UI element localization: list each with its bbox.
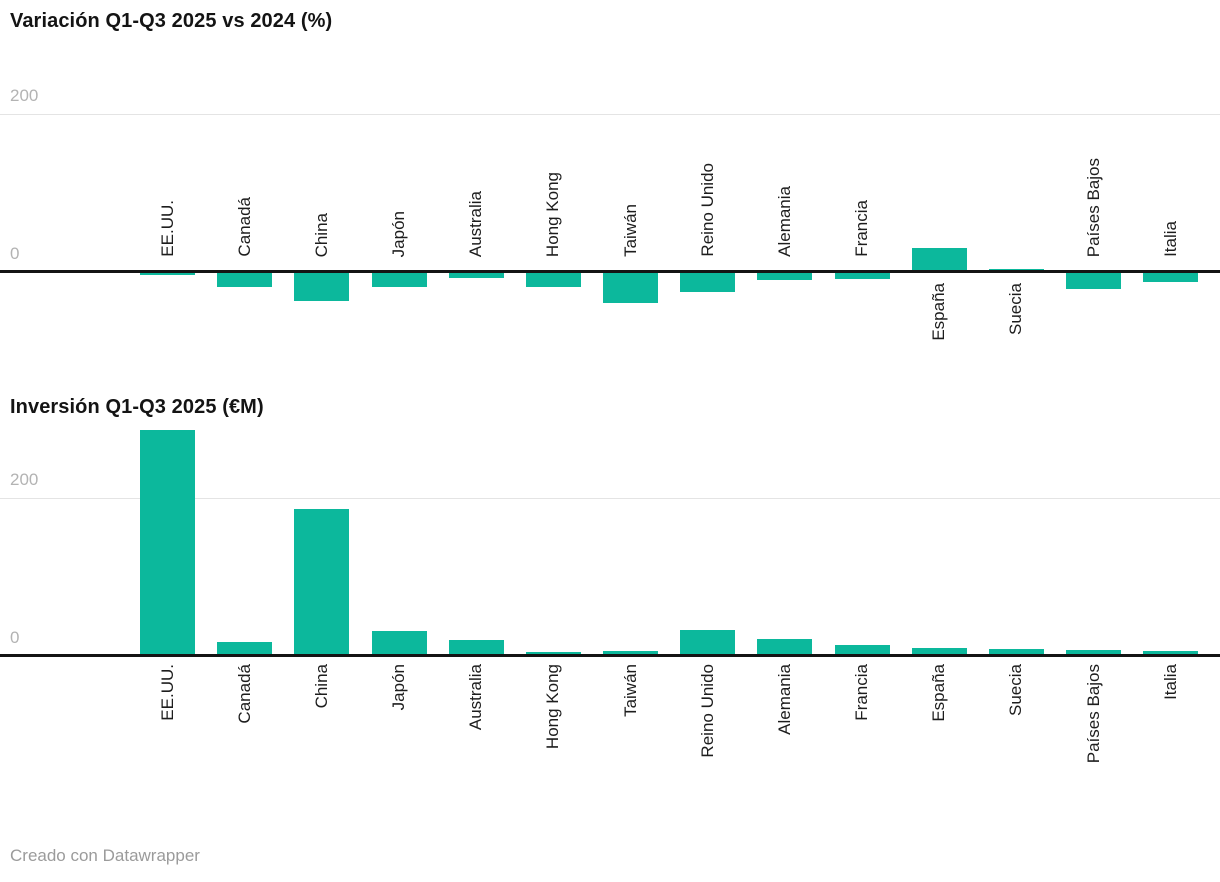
column-label-francia: Francia [852,664,872,721]
chart-title-variacion: Variación Q1-Q3 2025 vs 2024 (%) [10,10,333,32]
bar-italia[interactable] [1143,271,1199,283]
bar-alemania[interactable] [757,271,813,281]
chart-footer: Creado con Datawrapper [0,840,1220,882]
y-axis-tick-200: 200 [10,86,39,105]
column-label-australia: Australia [466,664,486,731]
column-label-pa-ses-bajos: Países Bajos [1083,157,1103,257]
y-axis-tick-0: 0 [10,244,20,263]
column-label-hong-kong: Hong Kong [543,171,563,257]
y-axis-tick-200: 200 [10,470,39,489]
y-axis-tick-0: 0 [10,628,20,647]
column-label-suecia: Suecia [1006,664,1026,716]
bar-pa-ses-bajos[interactable] [1066,650,1122,656]
bar-reino-unido[interactable] [680,629,736,656]
bar-australia[interactable] [448,639,504,656]
bar-ee-uu[interactable] [140,271,195,276]
bar-taiw-n[interactable] [603,271,659,303]
bar-hong-kong[interactable] [525,651,581,656]
chart-title-inversion: Inversión Q1-Q3 2025 (€M) [10,396,264,418]
bar-canad[interactable] [217,271,273,288]
column-label-ee-uu: EE.UU. [157,200,177,257]
bar-jap-n[interactable] [371,631,427,656]
bar-francia[interactable] [834,271,890,279]
column-label-italia: Italia [1160,221,1180,257]
x-axis-line [0,270,1220,273]
column-label-reino-unido: Reino Unido [697,163,717,257]
column-label-francia: Francia [852,200,872,257]
bar-jap-n[interactable] [371,271,427,288]
column-label-hong-kong: Hong Kong [543,664,563,750]
bar-francia[interactable] [834,645,890,656]
column-label-taiw-n: Taiwán [620,664,640,717]
column-label-reino-unido: Reino Unido [697,664,717,758]
column-label-espa-a: España [929,283,949,341]
bar-china[interactable] [294,271,350,302]
bar-espa-a[interactable] [911,247,967,272]
chart-inversion: Inversión Q1-Q3 2025 (€M) 200 0 EE.UU. Ca… [0,375,1220,840]
column-label-australia: Australia [466,190,486,257]
column-label-canad: Canadá [234,664,254,724]
column-label-jap-n: Japón [389,210,408,257]
column-label-canad: Canadá [234,197,254,257]
bar-espa-a[interactable] [911,647,967,656]
column-label-suecia: Suecia [1006,283,1026,335]
bar-suecia[interactable] [988,649,1044,656]
bar-australia[interactable] [448,271,504,278]
column-label-ee-uu: EE.UU. [157,664,177,721]
chart-variacion: Variación Q1-Q3 2025 vs 2024 (%) 200 0 E… [0,0,1220,375]
bar-taiw-n[interactable] [603,650,659,656]
column-label-taiw-n: Taiwán [620,204,640,257]
column-label-alemania: Alemania [774,664,794,735]
column-label-italia: Italia [1160,664,1180,700]
column-label-alemania: Alemania [774,186,794,257]
gridline-200 [0,498,1220,500]
bar-alemania[interactable] [757,639,813,656]
bar-canad[interactable] [217,642,273,656]
column-label-pa-ses-bajos: Países Bajos [1083,664,1103,764]
bar-hong-kong[interactable] [525,271,581,288]
bar-italia[interactable] [1143,650,1199,656]
x-axis-line [0,654,1220,657]
bar-ee-uu[interactable] [140,430,195,656]
column-label-espa-a: España [929,664,949,722]
column-label-china: China [311,664,331,709]
column-label-china: China [311,212,331,257]
bar-china[interactable] [294,508,350,656]
column-label-jap-n: Japón [389,664,408,711]
bar-pa-ses-bajos[interactable] [1066,271,1122,289]
datawrapper-credit-link[interactable]: Creado con Datawrapper [10,846,200,865]
gridline-200 [0,114,1220,116]
bar-reino-unido[interactable] [680,271,736,292]
